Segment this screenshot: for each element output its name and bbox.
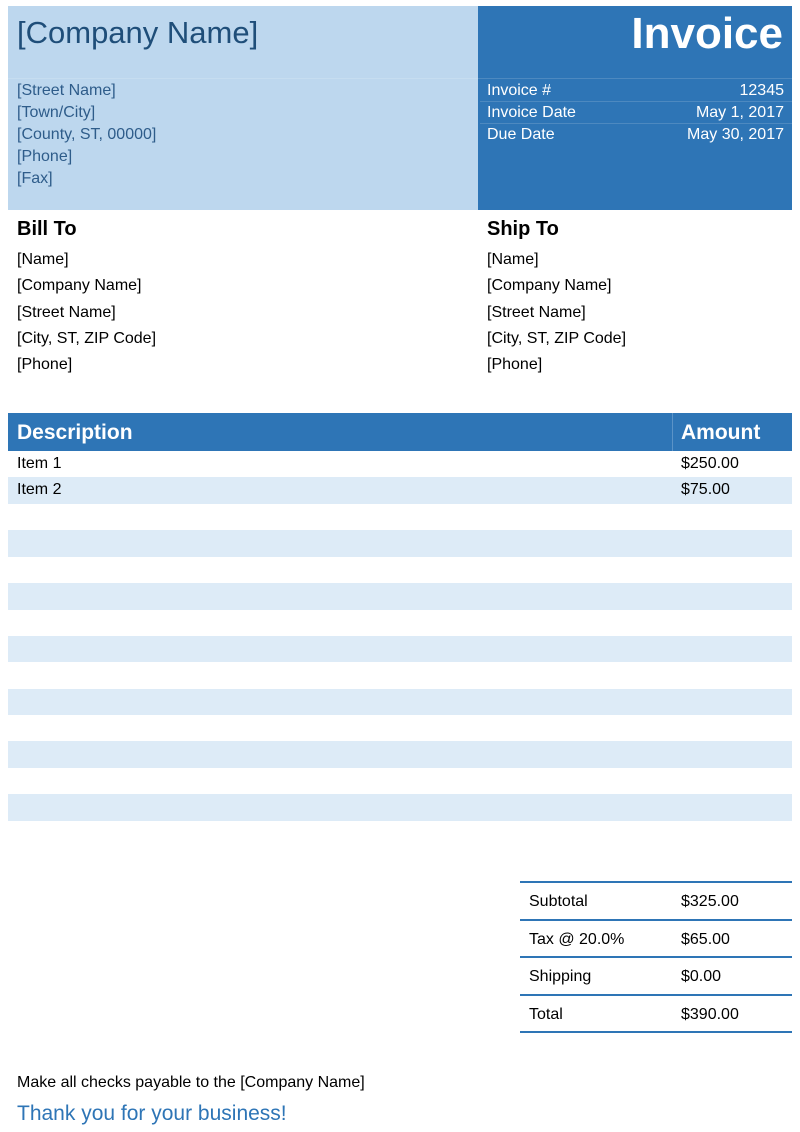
ship-to-line: [Street Name] (487, 303, 586, 321)
invoice-date: Invoice Date May 1, 2017 (487, 104, 784, 122)
totals-row-tax: Tax @ 20.0% $65.00 (520, 918, 792, 957)
item-amount: $75.00 (681, 481, 730, 499)
totals-label: Subtotal (529, 893, 588, 910)
table-row (8, 662, 792, 689)
bill-to-line: [Name] (17, 251, 69, 268)
table-row (8, 794, 792, 821)
totals-row-subtotal: Subtotal $325.00 (520, 881, 792, 919)
totals-value: $325.00 (681, 893, 739, 910)
bill-to-line: [Phone] (17, 356, 73, 374)
bill-to-line: [City, ST, ZIP Code] (17, 329, 157, 347)
meta-label: Due Date (487, 126, 555, 143)
company-street: [Street Name] (17, 82, 116, 99)
totals-label: Tax @ 20.0% (529, 930, 625, 948)
table-row (8, 741, 792, 768)
payable-note: Make all checks payable to the [Company … (17, 1074, 365, 1091)
totals-row-shipping: Shipping $0.00 (520, 956, 792, 994)
amount-header: Amount (681, 421, 761, 444)
table-row (8, 530, 792, 557)
totals-label: Total (529, 1005, 563, 1023)
company-name: [Company Name] (17, 15, 259, 50)
bill-to-line: [Street Name] (17, 303, 116, 321)
totals-row-total: Total $390.00 (520, 993, 792, 1032)
table-row (8, 504, 792, 531)
item-amount: $250.00 (681, 455, 739, 472)
invoice-header (478, 6, 792, 210)
totals-bottom-rule (520, 1031, 792, 1034)
company-phone: [Phone] (17, 148, 73, 165)
bill-to-line: [Company Name] (17, 277, 142, 295)
company-county: [County, ST, 00000] (17, 126, 157, 143)
ship-to-line: [Company Name] (487, 277, 612, 295)
ship-to-line: [Name] (487, 251, 539, 268)
item-description: Item 2 (17, 481, 62, 499)
invoice-title: Invoice (631, 9, 783, 58)
due-date: Due Date May 30, 2017 (487, 126, 784, 144)
totals-table: Subtotal $325.00 Tax @ 20.0% $65.00 Shipping… (520, 881, 792, 1034)
invoice-number: Invoice # 12345 (487, 82, 784, 100)
table-row (8, 609, 792, 636)
company-header (8, 6, 478, 210)
totals-value: $390.00 (681, 1005, 739, 1023)
table-row: Item 1 $250.00 (8, 451, 792, 478)
bill-to-heading: Bill To (17, 218, 77, 240)
meta-value: May 30, 2017 (687, 126, 784, 143)
table-row (8, 715, 792, 742)
table-row (8, 688, 792, 716)
table-row (8, 557, 792, 584)
table-row: Item 2 $75.00 (8, 477, 792, 504)
totals-label: Shipping (529, 968, 592, 986)
meta-label: Invoice Date (487, 104, 576, 121)
totals-value: $0.00 (681, 968, 722, 986)
table-row (8, 635, 792, 663)
items-table-header: Description Amount (8, 413, 792, 451)
table-row (8, 583, 792, 610)
thank-you-note: Thank you for your business! (17, 1102, 287, 1125)
meta-value: May 1, 2017 (695, 104, 784, 121)
totals-value: $65.00 (681, 930, 730, 948)
table-row (8, 821, 792, 848)
description-header: Description (17, 421, 133, 444)
item-description: Item 1 (17, 455, 62, 472)
table-row (8, 768, 792, 795)
company-town: [Town/City] (17, 104, 96, 121)
ship-to-line: [City, ST, ZIP Code] (487, 329, 627, 347)
meta-label: Invoice # (487, 82, 552, 99)
ship-to-line: [Phone] (487, 356, 543, 374)
meta-value: 12345 (739, 82, 785, 99)
company-fax: [Fax] (17, 170, 53, 187)
ship-to-heading: Ship To (487, 218, 559, 240)
